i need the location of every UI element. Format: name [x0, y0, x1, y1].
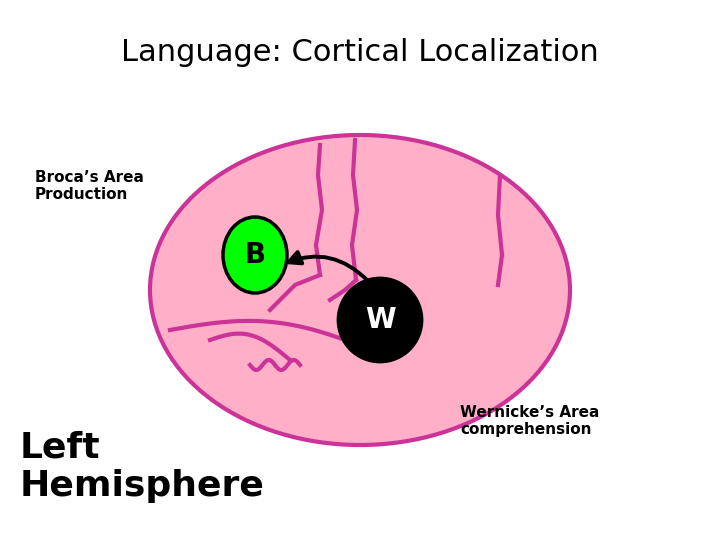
Text: Wernicke’s Area
comprehension: Wernicke’s Area comprehension	[460, 405, 599, 437]
Text: B: B	[244, 241, 266, 269]
Text: Left
Hemisphere: Left Hemisphere	[20, 430, 265, 503]
FancyArrowPatch shape	[289, 252, 368, 281]
Ellipse shape	[223, 217, 287, 293]
Text: Broca’s Area
Production: Broca’s Area Production	[35, 170, 144, 202]
Circle shape	[338, 278, 422, 362]
Text: Language: Cortical Localization: Language: Cortical Localization	[121, 38, 599, 67]
Text: W: W	[365, 306, 395, 334]
Ellipse shape	[150, 135, 570, 445]
